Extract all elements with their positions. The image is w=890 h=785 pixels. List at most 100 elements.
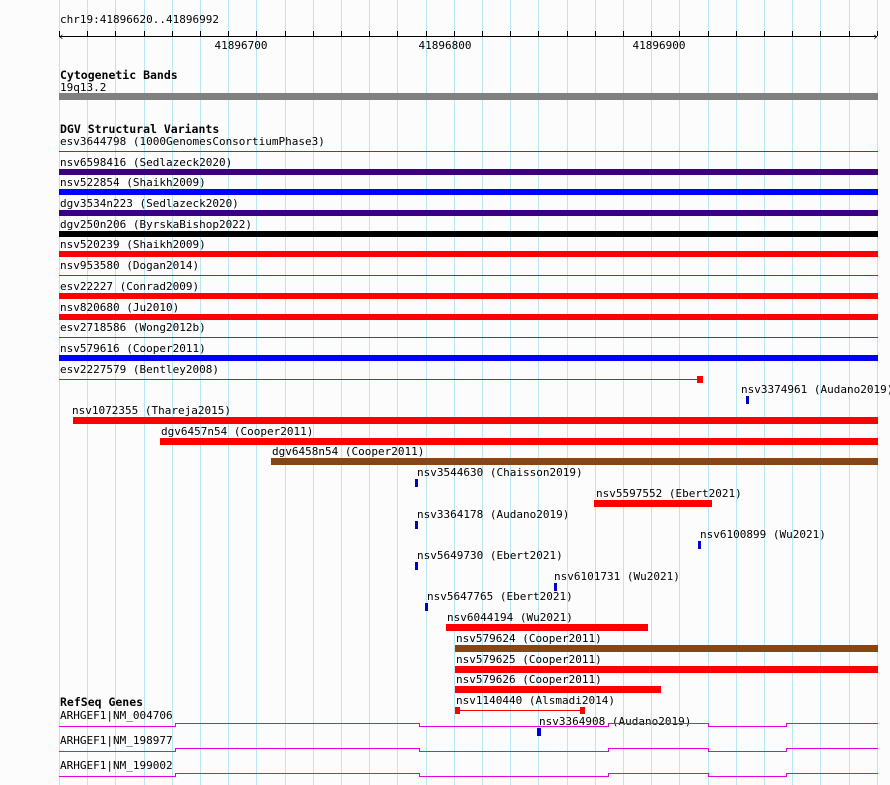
gridline [482,0,483,785]
refseq-gene-step [419,773,420,777]
dgv-variant-bar[interactable] [160,438,878,445]
dgv-track-label[interactable]: dgv250n206 (ByrskaBishop2022) [60,218,253,231]
refseq-gene-label[interactable]: ARHGEF1|NM_199002 [60,759,173,772]
dgv-track-label[interactable]: nsv579616 (Cooper2011) [60,342,206,355]
dgv-track-label[interactable]: nsv1072355 (Thareja2015) [72,404,231,417]
dgv-variant-bar[interactable] [554,583,557,591]
dgv-variant-bar[interactable] [455,645,878,652]
dgv-track-label[interactable]: nsv3364908 (Audano2019) [539,715,692,728]
refseq-gene-intron-line[interactable] [608,773,708,774]
dgv-variant-bar[interactable] [425,603,428,611]
dgv-track-label[interactable]: esv2718586 (Wong2012b) [60,321,206,334]
gridline [538,0,539,785]
refseq-gene-intron-line[interactable] [419,726,608,727]
dgv-variant-bar[interactable] [59,379,703,380]
ruler-tick [172,31,173,36]
dgv-variant-end-block[interactable] [697,376,703,383]
dgv-variant-right-cap[interactable] [580,707,585,714]
dgv-track-label[interactable]: nsv3364178 (Audano2019) [417,508,570,521]
refseq-gene-intron-line[interactable] [708,776,786,777]
dgv-track-label[interactable]: esv2227579 (Bentley2008) [60,363,219,376]
refseq-gene-intron-line[interactable] [708,726,786,727]
dgv-variant-bar[interactable] [415,562,418,570]
dgv-track-label[interactable]: nsv6101731 (Wu2021) [554,570,680,583]
refseq-gene-intron-line[interactable] [59,751,175,752]
gridline [679,0,680,785]
dgv-track-label[interactable]: nsv1140440 (Alsmadi2014) [456,694,615,707]
refseq-gene-intron-line[interactable] [419,776,608,777]
gridline [341,0,342,785]
refseq-gene-step [786,773,787,777]
refseq-gene-intron-line[interactable] [608,723,708,724]
dgv-variant-bar[interactable] [415,479,418,487]
dgv-variant-bar[interactable] [59,314,878,320]
gridline [820,0,821,785]
dgv-variant-bar[interactable] [746,396,749,404]
dgv-variant-bar[interactable] [446,624,648,631]
dgv-variant-bar[interactable] [537,728,541,736]
dgv-variant-bar[interactable] [59,151,878,152]
dgv-track-label[interactable]: nsv520239 (Shaikh2009) [60,238,206,251]
dgv-track-label[interactable]: nsv6598416 (Sedlazeck2020) [60,156,233,169]
refseq-gene-label[interactable]: ARHGEF1|NM_004706 [60,709,173,722]
dgv-variant-left-cap[interactable] [455,707,460,714]
dgv-track-label[interactable]: nsv3374961 (Audano2019) [741,383,890,396]
dgv-variant-bar[interactable] [59,251,878,257]
dgv-variant-bar[interactable] [59,337,878,338]
dgv-variant-bar[interactable] [455,686,661,693]
dgv-track-label[interactable]: nsv820680 (Ju2010) [60,301,180,314]
dgv-variant-bar[interactable] [59,355,878,361]
refseq-gene-intron-line[interactable] [708,751,786,752]
dgv-variant-bar[interactable] [455,666,878,673]
dgv-track-label[interactable]: nsv5597552 (Ebert2021) [596,487,742,500]
dgv-track-label[interactable]: nsv5649730 (Ebert2021) [417,549,563,562]
gridline [397,0,398,785]
dgv-variant-bar[interactable] [59,275,878,276]
refseq-gene-intron-line[interactable] [175,773,419,774]
refseq-gene-intron-line[interactable] [786,723,878,724]
refseq-gene-label[interactable]: ARHGEF1|NM_198977 [60,734,173,747]
dgv-variant-bar[interactable] [594,500,712,507]
cytoband-bar[interactable] [59,93,878,100]
dgv-variant-bar[interactable] [271,458,878,465]
ruler-tick [595,31,596,36]
dgv-track-label[interactable]: nsv6100899 (Wu2021) [700,528,826,541]
dgv-variant-bar[interactable] [455,710,585,711]
ruler-tick [820,31,821,36]
dgv-track-label[interactable]: esv3644798 (1000GenomesConsortiumPhase3) [60,135,325,148]
dgv-track-label[interactable]: nsv3544630 (Chaisson2019) [417,466,583,479]
refseq-gene-step [175,748,176,752]
ruler-tick [397,31,398,36]
dgv-track-label[interactable]: nsv5647765 (Ebert2021) [427,590,573,603]
refseq-gene-intron-line[interactable] [786,748,878,749]
dgv-track-label[interactable]: nsv6044194 (Wu2021) [447,611,573,624]
dgv-variant-bar[interactable] [59,293,878,299]
gridline [200,0,201,785]
refseq-gene-intron-line[interactable] [175,723,419,724]
dgv-track-label[interactable]: nsv953580 (Dogan2014) [60,259,200,272]
dgv-variant-bar[interactable] [59,210,878,216]
dgv-variant-bar[interactable] [59,231,878,237]
dgv-track-label[interactable]: nsv579625 (Cooper2011) [456,653,602,666]
dgv-variant-bar[interactable] [698,541,701,549]
dgv-track-label[interactable]: nsv579626 (Cooper2011) [456,673,602,686]
dgv-track-label[interactable]: esv22227 (Conrad2009) [60,280,200,293]
gridline [651,0,652,785]
refseq-gene-intron-line[interactable] [175,748,419,749]
dgv-track-label[interactable]: dgv3534n223 (Sedlazeck2020) [60,197,239,210]
dgv-variant-bar[interactable] [59,169,878,175]
dgv-track-label[interactable]: nsv522854 (Shaikh2009) [60,176,206,189]
dgv-track-label[interactable]: dgv6457n54 (Cooper2011) [161,425,314,438]
refseq-gene-step [419,723,420,727]
dgv-track-label[interactable]: dgv6458n54 (Cooper2011) [272,445,425,458]
refseq-gene-intron-line[interactable] [608,748,708,749]
refseq-gene-intron-line[interactable] [59,726,175,727]
refseq-gene-intron-line[interactable] [59,776,175,777]
dgv-variant-bar[interactable] [73,417,878,424]
ruler-tick [369,31,370,36]
dgv-variant-bar[interactable] [415,521,418,529]
refseq-gene-intron-line[interactable] [786,773,878,774]
dgv-track-label[interactable]: nsv579624 (Cooper2011) [456,632,602,645]
dgv-variant-bar[interactable] [59,189,878,195]
refseq-gene-intron-line[interactable] [419,751,608,752]
